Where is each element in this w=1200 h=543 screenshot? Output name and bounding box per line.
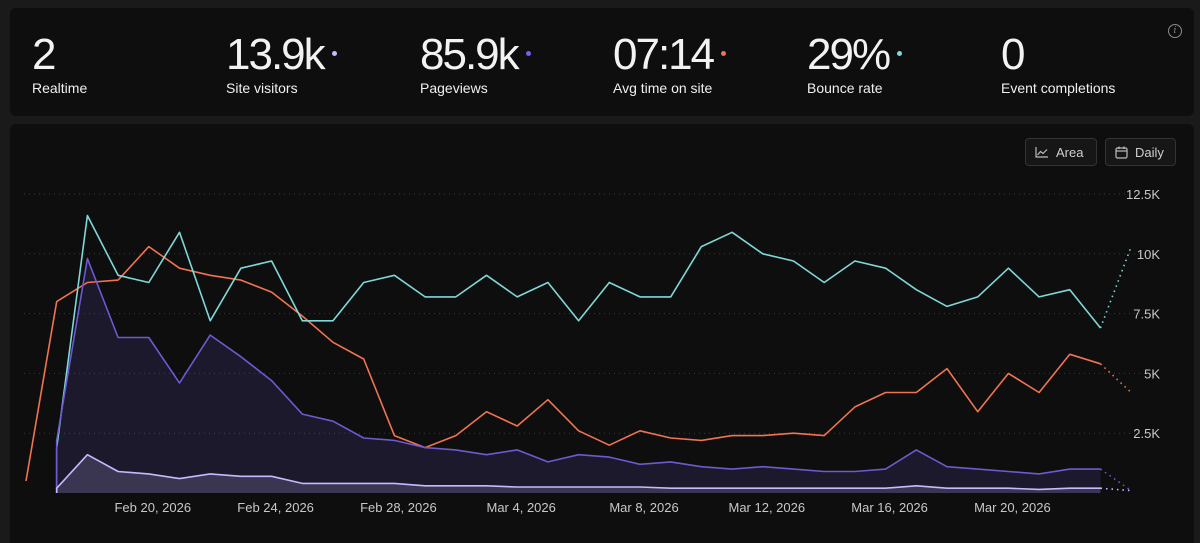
stat-label: Avg time on site [613, 80, 713, 96]
chart-type-label: Area [1056, 144, 1084, 160]
stat-value: 07:14 [613, 30, 727, 80]
y-tick-label: 10K [1137, 247, 1160, 262]
info-icon[interactable]: i [1168, 24, 1182, 38]
series-line [55, 453, 1101, 493]
y-tick-label: 7.5K [1133, 307, 1160, 322]
series-line [55, 214, 1102, 493]
x-tick-label: Mar 16, 2026 [851, 500, 928, 515]
x-tick-label: Feb 28, 2026 [360, 500, 437, 515]
stat-label: Event completions [1001, 80, 1116, 96]
stat-value: 2 [32, 30, 57, 79]
y-tick-label: 12.5K [1126, 187, 1160, 202]
stat-label: Bounce rate [807, 80, 883, 96]
x-tick-label: Mar 20, 2026 [974, 500, 1051, 515]
line-chart: 2.5K 5K 7.5K 10K 12.5K Feb 20, 2026 Feb 24, 2… [24, 187, 1160, 515]
chart-type-button[interactable]: Area [1025, 138, 1097, 166]
x-tick-label: Feb 24, 2026 [237, 500, 314, 515]
calendar-icon [1115, 146, 1128, 159]
series-projection [1099, 363, 1132, 394]
x-tick-label: Feb 20, 2026 [114, 500, 191, 515]
stat-value: 13.9k [226, 30, 337, 80]
series-projection [1099, 246, 1132, 329]
area-chart-icon [1035, 147, 1048, 158]
interval-label: Daily [1135, 144, 1164, 160]
series-projection [1100, 468, 1132, 492]
interval-button[interactable]: Daily [1105, 138, 1176, 166]
series-projection [1100, 487, 1132, 492]
y-tick-label: 2.5K [1133, 426, 1160, 441]
x-tick-label: Mar 8, 2026 [609, 500, 678, 515]
series-line [25, 245, 1101, 482]
stat-label: Realtime [32, 80, 88, 96]
stat-label: Pageviews [420, 80, 488, 96]
series-area [56, 258, 1101, 493]
series-dot-icon [721, 50, 727, 56]
series-dot-icon [331, 50, 337, 56]
stat-label: Site visitors [226, 80, 298, 96]
series-dot-icon [525, 50, 531, 56]
chart-panel: 2.5K 5K 7.5K 10K 12.5K Feb 20, 2026 Feb 24, 2… [10, 124, 1194, 543]
series-dot-icon [897, 50, 903, 56]
stats-panel: 2 Realtime 13.9k Site visitors 85.9k Pag… [10, 8, 1194, 116]
x-tick-label: Mar 12, 2026 [728, 500, 805, 515]
stat-value: 85.9k [420, 30, 531, 80]
y-tick-label: 5K [1144, 366, 1160, 381]
stat-value: 0 [1001, 30, 1026, 79]
x-tick-label: Mar 4, 2026 [487, 500, 556, 515]
series-line [55, 257, 1101, 493]
stat-value: 29% [807, 30, 903, 80]
